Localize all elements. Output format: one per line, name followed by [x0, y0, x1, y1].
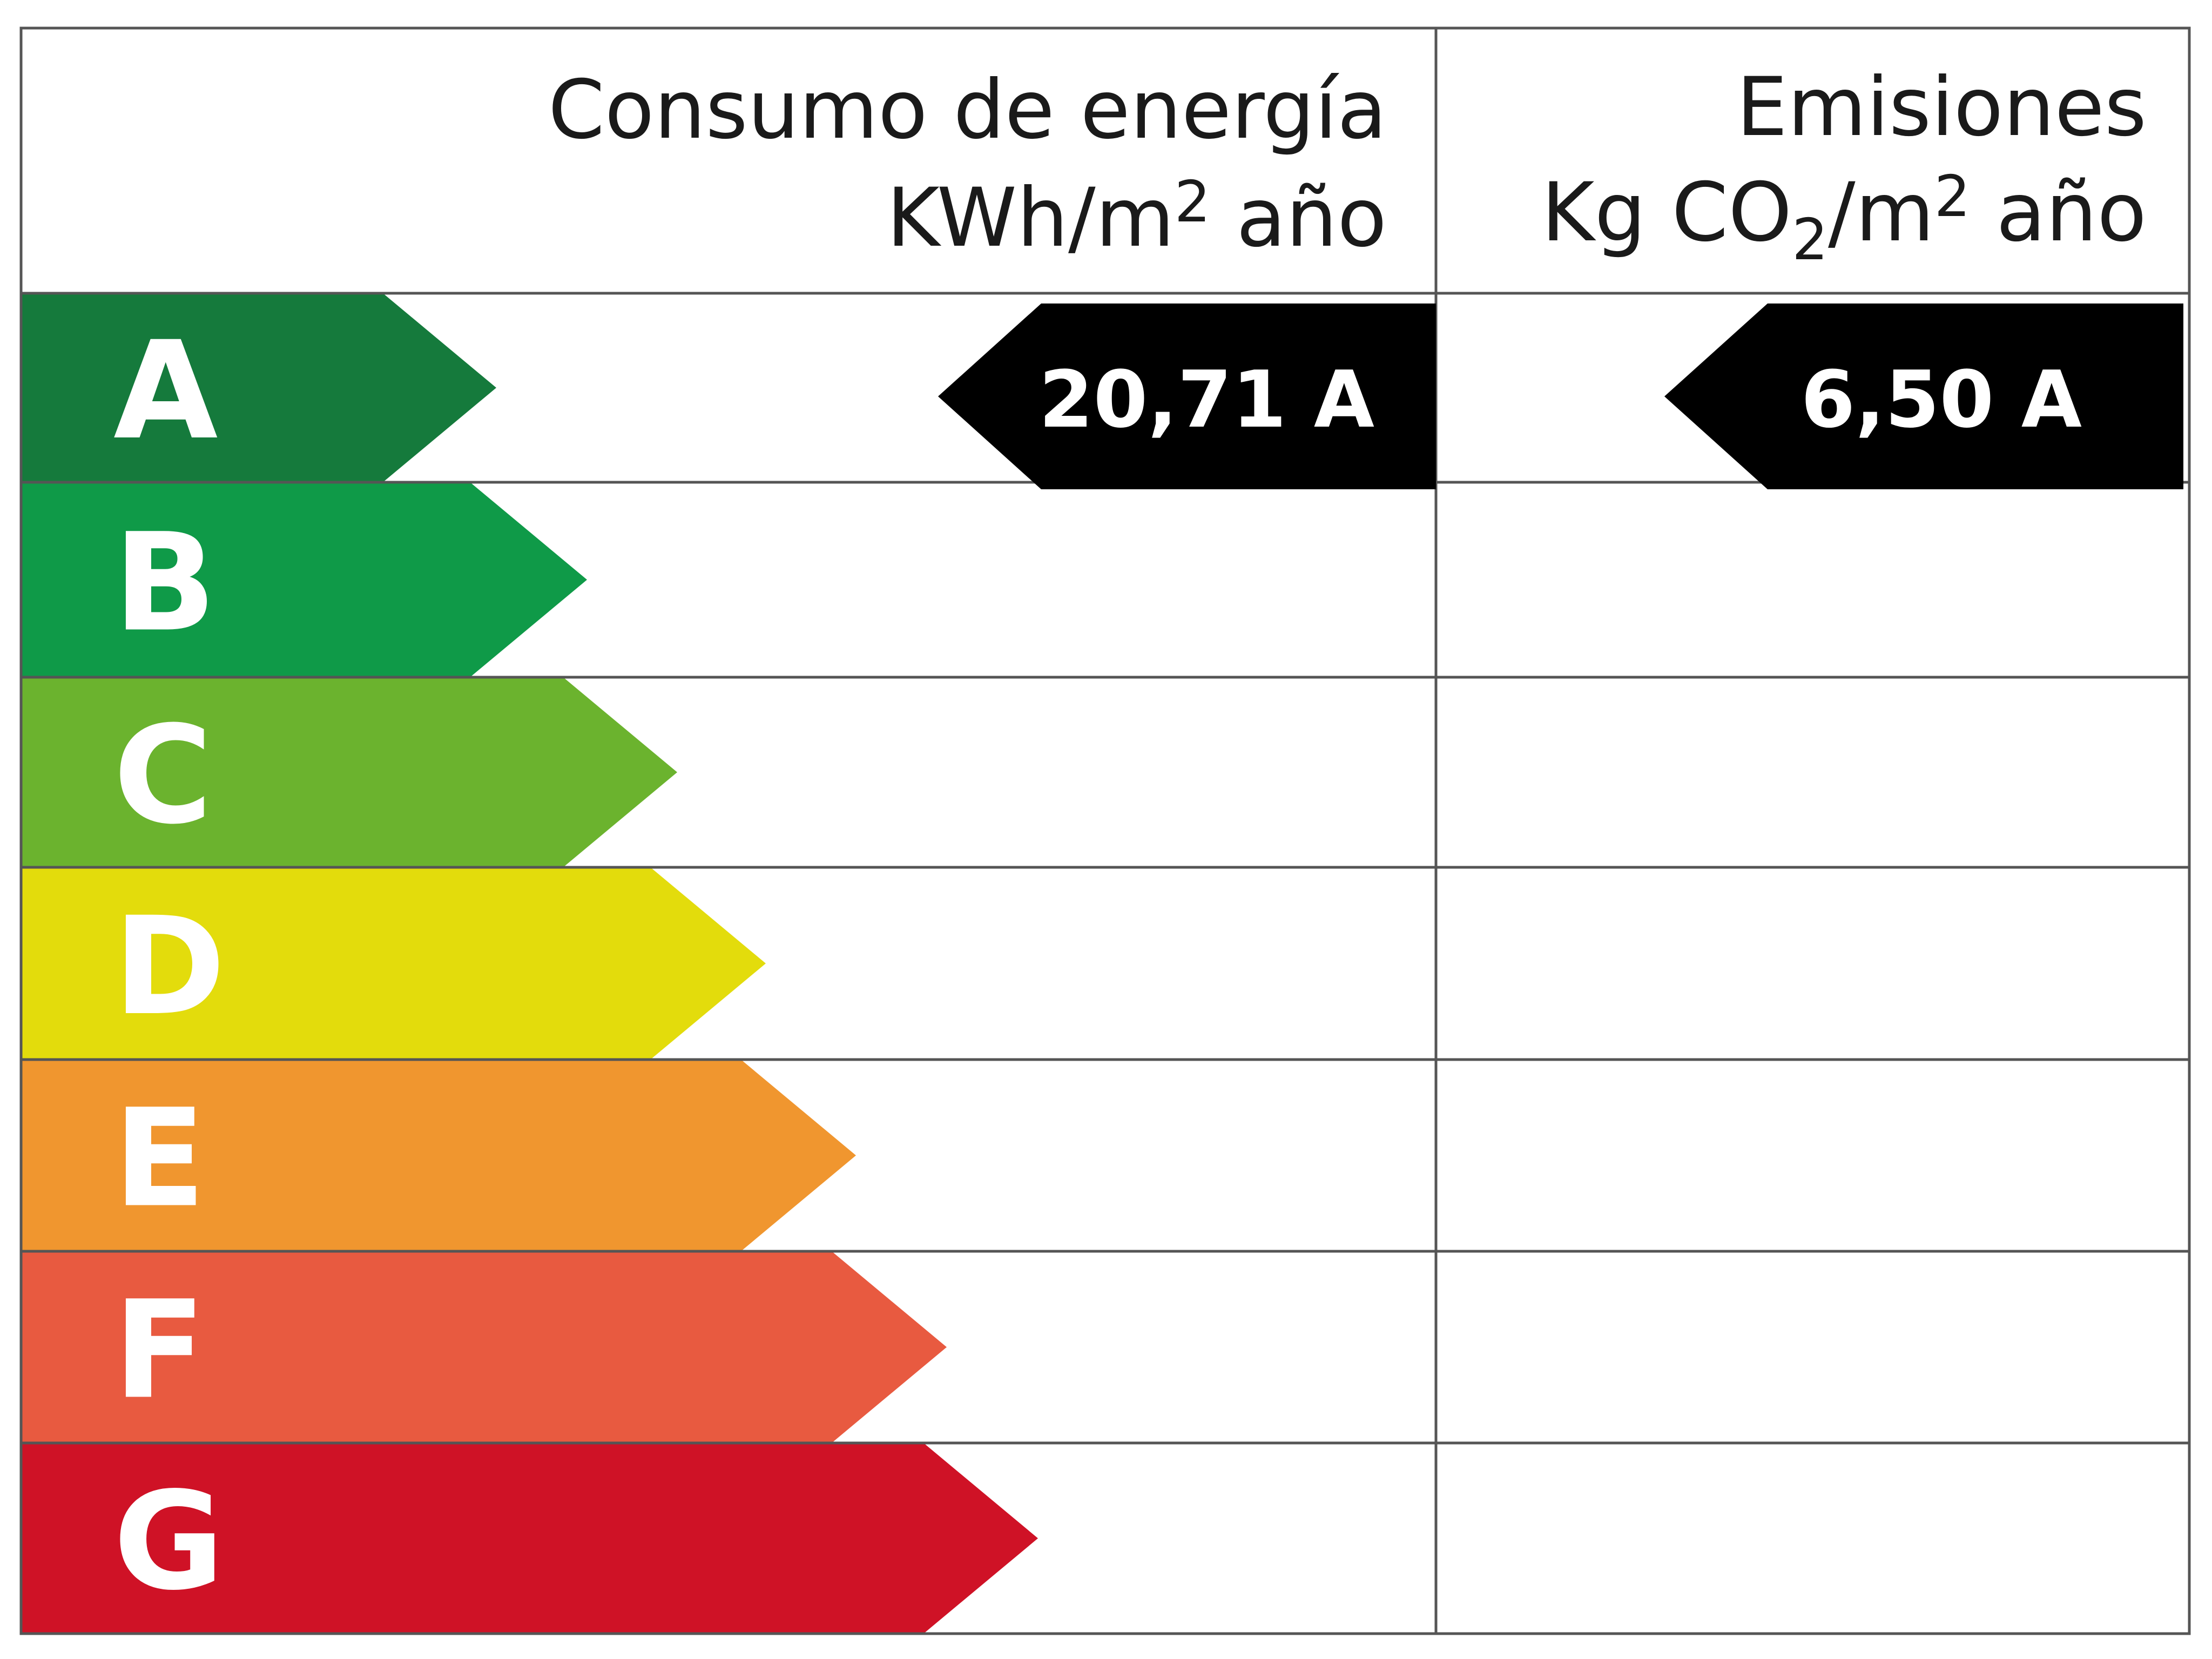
class-arrow-c: C — [21, 677, 677, 867]
emissions-title: Emisiones — [1736, 60, 2147, 154]
energy-unit: KWh/m2 año — [887, 169, 1387, 265]
energy-rating-indicator: 20,71 A — [938, 304, 1436, 489]
class-arrow-f: F — [21, 1251, 947, 1443]
class-letter: F — [113, 1272, 206, 1429]
class-arrow-g: G — [21, 1443, 1038, 1634]
energy-title: Consumo de energía — [548, 63, 1387, 157]
class-letter: B — [113, 504, 217, 662]
class-letter: D — [113, 888, 226, 1045]
class-letter: A — [113, 312, 218, 469]
energy-rating-value: 20,71 A — [1039, 354, 1374, 446]
class-letter: C — [113, 697, 212, 854]
class-arrow-a: A — [21, 293, 496, 482]
emissions-rating-value: 6,50 A — [1801, 354, 2082, 446]
class-letter: E — [113, 1080, 206, 1237]
class-arrow-d: D — [21, 867, 766, 1060]
class-arrow-b: B — [21, 482, 587, 677]
emissions-rating-indicator: 6,50 A — [1664, 304, 2183, 489]
class-arrow-e: E — [21, 1060, 856, 1251]
class-letter: G — [113, 1463, 224, 1620]
emissions-unit: Kg CO2/m2 año — [1541, 164, 2147, 273]
